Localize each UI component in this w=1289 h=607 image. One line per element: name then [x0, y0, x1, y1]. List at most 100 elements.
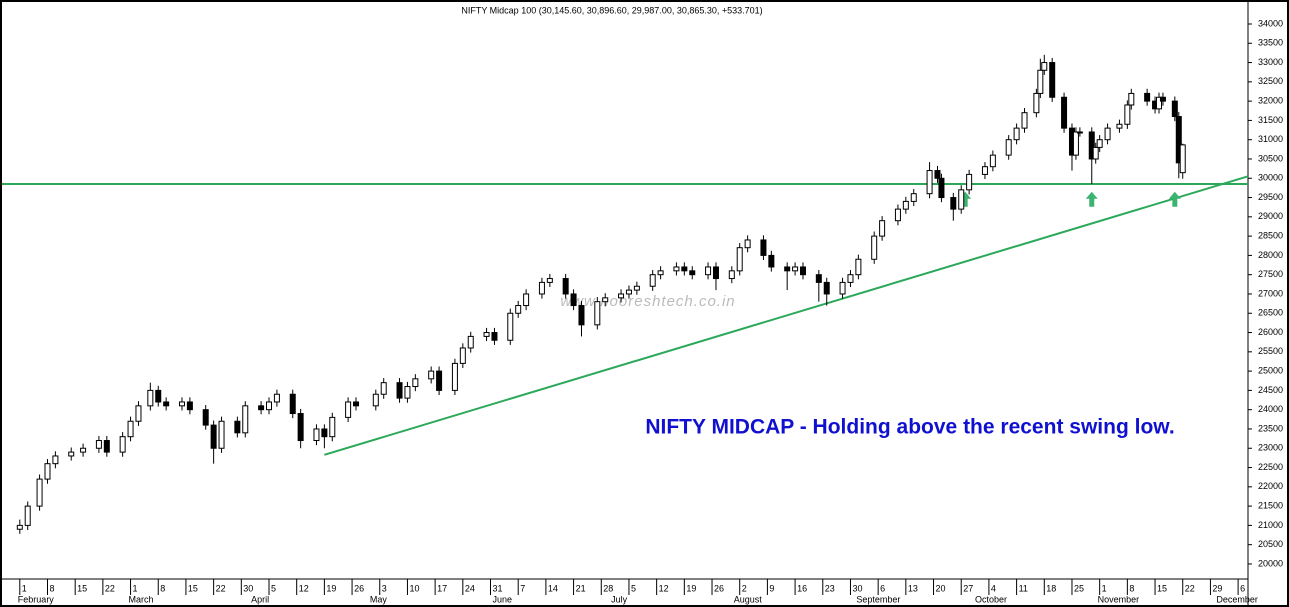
y-tick-label: 31500 [1258, 115, 1283, 125]
candle-body [689, 270, 696, 276]
candle-body [289, 393, 296, 415]
candle-body [24, 505, 31, 526]
candle-body [451, 362, 458, 391]
candle-body [52, 455, 59, 465]
x-tick-label: 25 [1074, 583, 1084, 593]
y-tick-label: 33500 [1258, 38, 1283, 48]
x-tick-label: 8 [160, 583, 165, 593]
candle-body [1096, 139, 1103, 148]
candle-body [234, 420, 241, 434]
candle-body [784, 266, 791, 272]
candle-body [155, 389, 162, 403]
y-tick-label: 28000 [1258, 250, 1283, 260]
candle-body [459, 347, 466, 364]
x-tick-label: 1 [1102, 583, 1107, 593]
candle-body [633, 285, 640, 291]
x-tick-label: 15 [188, 583, 198, 593]
candle-body [744, 239, 751, 249]
x-tick-label: 18 [1046, 583, 1056, 593]
x-tick-label: 4 [991, 583, 996, 593]
candle-body [657, 270, 664, 276]
y-tick-label: 26500 [1258, 308, 1283, 318]
candle-body [847, 274, 854, 283]
x-tick-label: 6 [1240, 583, 1245, 593]
candle-body [1104, 127, 1111, 141]
x-tick-label: 8 [49, 583, 54, 593]
candle-body [380, 382, 387, 395]
candle-body [1179, 144, 1186, 174]
y-tick-label: 21500 [1258, 500, 1283, 510]
x-tick-label: 1 [133, 583, 138, 593]
month-label: July [611, 594, 628, 604]
candle-body [404, 386, 411, 399]
candle-body [1005, 139, 1012, 156]
candle-body [538, 281, 545, 295]
candle-body [926, 170, 933, 195]
candle-body [760, 239, 767, 256]
y-tick-label: 24500 [1258, 385, 1283, 395]
x-tick-label: 22 [1185, 583, 1195, 593]
month-label: November [1098, 594, 1140, 604]
candle-body [135, 405, 142, 422]
candle-body [578, 305, 585, 326]
candle-body [1076, 131, 1083, 134]
candle-body [313, 428, 320, 442]
candle-body [839, 281, 846, 295]
y-tick-label: 27500 [1258, 269, 1283, 279]
x-tick-label: 9 [769, 583, 774, 593]
x-tick-label: 7 [520, 583, 525, 593]
candle-body [1175, 116, 1182, 164]
candle-body [523, 293, 530, 307]
candle-body [95, 440, 102, 449]
x-tick-label: 19 [686, 583, 696, 593]
candle-body [467, 335, 474, 349]
y-tick-label: 22500 [1258, 462, 1283, 472]
candle-body [119, 436, 126, 453]
x-tick-label: 17 [437, 583, 447, 593]
candle-body [491, 332, 498, 341]
arrow [1085, 191, 1098, 207]
candle-body [871, 235, 878, 260]
candle-body [562, 278, 569, 295]
x-tick-label: 26 [714, 583, 724, 593]
y-tick-label: 20500 [1258, 539, 1283, 549]
candle-body [273, 393, 280, 403]
candle-body [950, 197, 957, 210]
candle-body [570, 293, 577, 307]
candle-body [80, 447, 87, 453]
candle-body [712, 266, 719, 280]
x-tick-label: 15 [1157, 583, 1167, 593]
candle-body [823, 281, 830, 295]
candle-body [981, 166, 988, 175]
candle-body [938, 177, 945, 199]
candle-body [36, 478, 43, 507]
y-tick-label: 20000 [1258, 558, 1283, 568]
candle-body [681, 266, 688, 272]
candle-body [728, 270, 735, 280]
y-tick-label: 24000 [1258, 404, 1283, 414]
y-tick-label: 27000 [1258, 288, 1283, 298]
candle-body [1061, 96, 1068, 129]
candle-body [1156, 96, 1162, 110]
candle-body [989, 154, 996, 168]
y-tick-label: 28500 [1258, 230, 1283, 240]
month-label: September [856, 594, 900, 604]
candle-body [894, 208, 901, 222]
candle-body [266, 401, 272, 411]
x-tick-label: 29 [1212, 583, 1222, 593]
month-label: March [129, 594, 154, 604]
candle-body [210, 424, 217, 449]
candle-body [428, 370, 435, 380]
x-tick-label: 12 [299, 583, 309, 593]
candle-body [147, 389, 154, 407]
candle-body [625, 289, 632, 295]
candle-body [546, 278, 553, 283]
candle-body [705, 266, 712, 276]
candle-body [902, 200, 909, 210]
x-tick-label: 10 [409, 583, 419, 593]
x-tick-label: 27 [963, 583, 973, 593]
candle-body [1072, 131, 1079, 156]
x-tick-label: 22 [105, 583, 115, 593]
